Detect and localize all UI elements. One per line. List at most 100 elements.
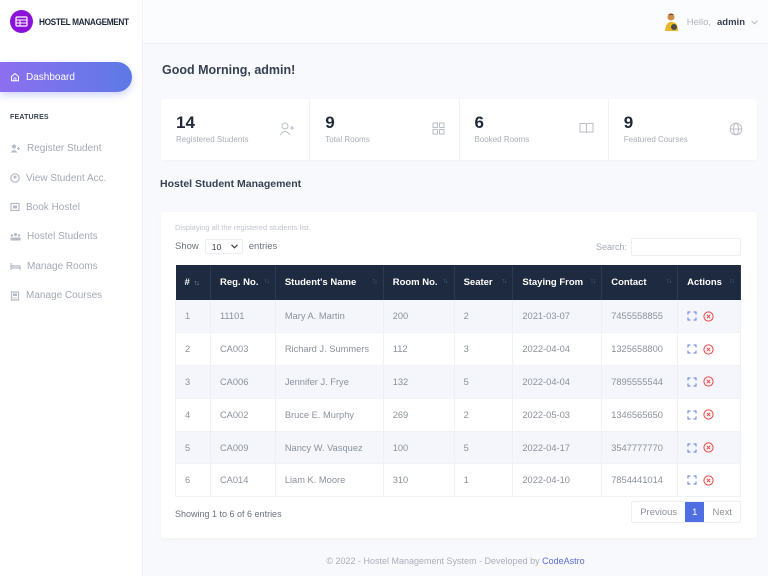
sidebar-item-hostel-students[interactable]: Hostel Students	[0, 222, 143, 251]
delete-icon[interactable]	[703, 311, 714, 322]
delete-icon[interactable]	[703, 344, 714, 355]
expand-icon[interactable]	[687, 311, 697, 321]
sidebar-section-label: FEATURES	[10, 114, 49, 121]
cell-reg-no: CA014	[210, 463, 276, 498]
sort-icon: ↑↓	[371, 278, 378, 285]
sidebar-item-label: View Student Acc.	[26, 172, 107, 184]
top-bar: Hello, admin	[143, 0, 768, 44]
sidebar-item-dashboard[interactable]: Dashboard	[0, 62, 132, 92]
column-header-num[interactable]: # ↑↓	[175, 265, 211, 300]
cell-contact: 1346565650	[601, 398, 679, 432]
expand-icon[interactable]	[687, 344, 697, 354]
user-plus-icon	[10, 144, 20, 153]
expand-icon[interactable]	[687, 410, 697, 420]
delete-icon[interactable]	[703, 475, 714, 486]
sidebar: HOSTEL MANAGEMENT Dashboard FEATURES Reg…	[0, 0, 143, 576]
stat-booked-rooms: 6 Booked Rooms	[460, 99, 609, 160]
stat-label: Registered Students	[176, 135, 249, 144]
user-circle-icon	[10, 173, 20, 183]
cell-seater: 2	[454, 398, 514, 432]
sidebar-item-view-student-acc[interactable]: View Student Acc.	[0, 163, 143, 192]
stat-value: 9	[623, 113, 634, 132]
user-menu[interactable]: Hello, admin	[663, 12, 758, 32]
pagination: Previous 1 Next	[631, 501, 741, 523]
sidebar-item-manage-rooms[interactable]: Manage Rooms	[0, 252, 143, 281]
bed-icon	[10, 262, 21, 270]
expand-icon[interactable]	[687, 443, 697, 453]
cell-staying-from: 2021-03-07	[512, 300, 603, 334]
cell-room-no: 310	[383, 463, 455, 498]
delete-icon[interactable]	[703, 409, 714, 420]
column-header-room-no[interactable]: Room No. ↑↓	[383, 265, 455, 300]
cell-reg-no: CA002	[210, 398, 276, 432]
cell-reg-no: CA003	[210, 332, 276, 367]
chevron-down-icon	[230, 244, 238, 249]
cell-reg-no: 11101	[210, 300, 276, 334]
cell-seater: 2	[454, 300, 514, 334]
globe-icon	[729, 122, 743, 136]
sidebar-item-register-student[interactable]: Register Student	[0, 134, 143, 163]
delete-icon[interactable]	[703, 442, 714, 453]
footer-link[interactable]: CodeAstro	[542, 556, 585, 566]
stat-value: 9	[325, 113, 335, 132]
table-header-row: # ↑↓ Reg. No. ↑↓ Student's Name ↑↓ Room No.…	[175, 265, 741, 300]
sidebar-item-label: Manage Courses	[26, 290, 103, 302]
previous-page-button[interactable]: Previous	[640, 506, 678, 518]
cell-room-no: 200	[383, 300, 455, 334]
search-input[interactable]	[631, 238, 741, 256]
sidebar-item-label: Book Hostel	[26, 201, 80, 213]
cell-contact: 7455558855	[601, 300, 679, 334]
cell-room-no: 100	[383, 431, 455, 465]
column-header-seater[interactable]: Seater ↑↓	[454, 265, 514, 300]
column-header-contact[interactable]: Contact ↑↓	[601, 265, 679, 300]
cell-staying-from: 2022-04-17	[512, 431, 603, 465]
expand-icon[interactable]	[687, 475, 697, 485]
cell-seater: 1	[454, 463, 514, 498]
stat-value: 6	[474, 113, 484, 132]
sidebar-nav: Register Student View Student Acc. Book …	[0, 134, 143, 310]
home-icon	[11, 72, 19, 82]
cell-contact: 3547777770	[601, 431, 679, 465]
stat-label: Featured Courses	[623, 135, 688, 144]
sidebar-item-book-hostel[interactable]: Book Hostel	[0, 193, 143, 222]
avatar	[664, 13, 678, 31]
user-plus-icon	[279, 122, 295, 136]
delete-icon[interactable]	[703, 376, 714, 388]
user-greeting-prefix: Hello,	[686, 16, 712, 28]
cell-actions	[677, 431, 741, 465]
cell-seater: 5	[454, 431, 514, 465]
next-page-button[interactable]: Next	[712, 506, 732, 518]
page-1-button[interactable]: 1	[685, 502, 705, 522]
course-icon	[10, 291, 20, 301]
students-table: # ↑↓ Reg. No. ↑↓ Student's Name ↑↓ Room No.…	[175, 265, 741, 498]
column-header-staying-from[interactable]: Staying From ↑↓	[512, 265, 603, 300]
cell-seater: 5	[454, 365, 514, 399]
cell-num: 5	[175, 431, 211, 465]
username: admin	[717, 16, 745, 28]
table-info: Showing 1 to 6 of 6 entries	[175, 509, 282, 519]
sidebar-item-label: Manage Rooms	[27, 260, 98, 272]
footer-text: © 2022 - Hostel Management System - Deve…	[326, 556, 540, 566]
column-header-reg-no[interactable]: Reg. No. ↑↓	[210, 265, 276, 300]
brand-name: HOSTEL MANAGEMENT	[39, 16, 129, 27]
cell-num: 2	[175, 332, 211, 367]
stat-total-rooms: 9 Total Rooms	[310, 99, 460, 160]
sort-icon: ↑↓	[729, 278, 735, 285]
table-row: 4 CA002 Bruce E. Murphy 269 2 2022-05-03…	[175, 398, 741, 432]
cell-room-no: 112	[383, 332, 455, 367]
brand[interactable]: HOSTEL MANAGEMENT	[10, 10, 137, 33]
page-size-select[interactable]: 10	[204, 239, 243, 254]
table-row: 1 11101 Mary A. Martin 200 2 2021-03-07 …	[175, 300, 741, 334]
column-header-student-name[interactable]: Student's Name ↑↓	[275, 265, 384, 300]
page-greeting: Good Morning, admin!	[162, 63, 296, 77]
cell-student-name: Mary A. Martin	[275, 300, 384, 334]
students-table-card: Displaying all the registered students l…	[161, 212, 757, 538]
cell-num: 1	[175, 300, 211, 334]
search-control: Search:	[596, 238, 741, 256]
footer: © 2022 - Hostel Management System - Deve…	[143, 556, 768, 566]
column-header-actions[interactable]: Actions ↑↓	[677, 265, 741, 300]
expand-icon[interactable]	[687, 377, 697, 387]
stat-label: Booked Rooms	[474, 135, 530, 144]
sidebar-item-manage-courses[interactable]: Manage Courses	[0, 281, 143, 310]
sort-icon: ↑↓	[590, 278, 596, 285]
